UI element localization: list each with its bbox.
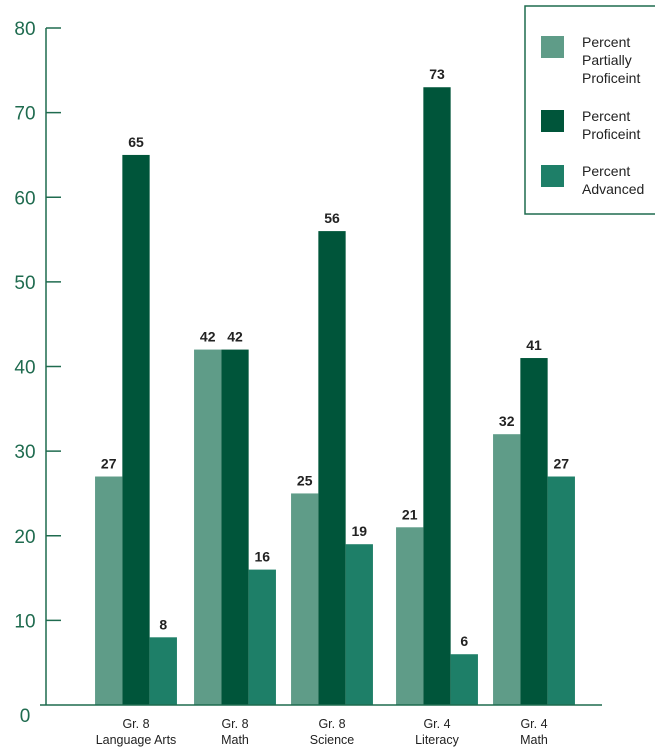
axes-layer: 0 10 20 30 40 50 60 70 80 Gr. 8 Language Arts Gr. 8… bbox=[14, 19, 602, 747]
bars-layer bbox=[95, 87, 575, 706]
y-tick-label: 30 bbox=[14, 442, 35, 463]
bar bbox=[396, 527, 424, 705]
legend-swatch bbox=[541, 110, 564, 132]
data-label: 42 bbox=[200, 329, 216, 345]
bar bbox=[149, 637, 177, 705]
legend-label: Percent Advanced bbox=[582, 163, 644, 197]
data-label: 73 bbox=[429, 66, 445, 82]
legend-label: Percent Proficeint bbox=[582, 108, 640, 142]
bar bbox=[520, 358, 548, 705]
x-tick-label: Gr. 8 Language Arts bbox=[96, 717, 177, 747]
y-tick-label: 50 bbox=[14, 273, 35, 294]
bar bbox=[221, 349, 249, 705]
data-label: 25 bbox=[297, 472, 313, 488]
bar bbox=[345, 544, 373, 705]
legend: Percent Partially Proficeint Percent Profice… bbox=[524, 5, 655, 215]
data-label: 65 bbox=[128, 134, 144, 150]
data-label: 16 bbox=[255, 549, 271, 565]
bar bbox=[95, 476, 123, 705]
y-tick-label: 60 bbox=[14, 188, 35, 209]
y-tick-label: 0 bbox=[20, 706, 31, 727]
x-tick-label: Gr. 4 Literacy bbox=[415, 717, 460, 747]
bar bbox=[194, 349, 222, 705]
data-labels-layer: 27 65 8 42 42 16 25 56 19 21 73 6 32 41 27 bbox=[101, 66, 569, 649]
bar bbox=[248, 569, 276, 705]
y-tick-label: 40 bbox=[14, 358, 35, 379]
legend-label: Percent Partially Proficeint bbox=[582, 34, 640, 86]
bar bbox=[291, 493, 319, 705]
data-label: 19 bbox=[352, 523, 368, 539]
data-label: 42 bbox=[227, 329, 243, 345]
data-label: 21 bbox=[402, 506, 418, 522]
legend-swatch bbox=[541, 36, 564, 58]
x-tick-label: Gr. 8 Math bbox=[221, 717, 249, 747]
bar bbox=[423, 87, 451, 706]
y-tick-label: 10 bbox=[14, 611, 35, 632]
y-tick-label: 20 bbox=[14, 527, 35, 548]
bar bbox=[450, 654, 478, 705]
data-label: 32 bbox=[499, 413, 515, 429]
bar bbox=[493, 434, 521, 705]
data-label: 6 bbox=[460, 633, 468, 649]
bar bbox=[547, 476, 575, 705]
y-tick-label: 70 bbox=[14, 104, 35, 125]
bar bbox=[318, 231, 346, 705]
legend-swatch bbox=[541, 165, 564, 187]
data-label: 27 bbox=[101, 456, 117, 472]
data-label: 41 bbox=[526, 337, 542, 353]
data-label: 8 bbox=[159, 616, 167, 632]
x-tick-label: Gr. 4 Math bbox=[520, 717, 548, 747]
bar bbox=[122, 154, 150, 705]
data-label: 56 bbox=[324, 210, 340, 226]
x-tick-label: Gr. 8 Science bbox=[310, 717, 355, 747]
data-label: 27 bbox=[554, 456, 570, 472]
y-tick-label: 80 bbox=[14, 19, 35, 40]
